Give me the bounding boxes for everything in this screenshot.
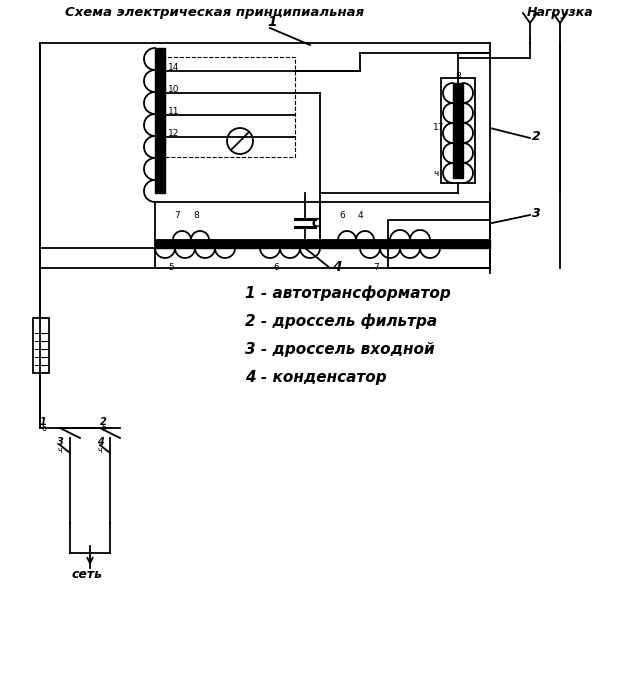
Text: ч: ч: [57, 446, 62, 455]
Text: 1: 1: [267, 15, 277, 29]
Text: 6: 6: [273, 263, 279, 272]
Bar: [441, 78, 475, 183]
Text: 3: 3: [57, 437, 63, 447]
Text: 2: 2: [532, 130, 541, 143]
Text: 8: 8: [455, 72, 461, 81]
Text: 8: 8: [193, 211, 199, 220]
Text: 12: 12: [168, 129, 179, 138]
Text: сеть: сеть: [72, 568, 103, 581]
Text: 1 - автотрансформатор: 1 - автотрансформатор: [245, 285, 451, 301]
Text: ч: ч: [97, 446, 101, 455]
Text: 17: 17: [433, 123, 445, 132]
Bar: [388, 220, 490, 268]
Text: 3 - дроссель входной: 3 - дроссель входной: [245, 342, 435, 357]
Bar: [165, 57, 295, 157]
Text: 5: 5: [168, 263, 174, 272]
Text: 7: 7: [373, 263, 379, 272]
Text: 6: 6: [339, 211, 345, 220]
Text: 4: 4: [358, 211, 364, 220]
Text: б: б: [42, 424, 47, 433]
Text: 3: 3: [532, 207, 541, 220]
Text: 10: 10: [168, 85, 180, 94]
Text: 4: 4: [97, 437, 104, 447]
Bar: [33, 318, 49, 373]
Text: 11: 11: [168, 107, 180, 116]
Text: Нагрузка: Нагрузка: [527, 6, 593, 19]
Text: 2: 2: [100, 417, 107, 427]
Text: 2 - дроссель фильтра: 2 - дроссель фильтра: [245, 313, 437, 329]
Text: 7: 7: [174, 211, 180, 220]
Bar: [155, 202, 320, 240]
Text: б: б: [102, 424, 107, 433]
Text: 4 - конденсатор: 4 - конденсатор: [245, 370, 387, 385]
Text: 1: 1: [40, 417, 47, 427]
Text: 4: 4: [332, 260, 341, 274]
Text: Схема электрическая принципиальная: Схема электрическая принципиальная: [65, 6, 364, 19]
Text: C: C: [312, 217, 321, 230]
Text: 14: 14: [168, 63, 179, 72]
Bar: [320, 202, 490, 240]
Text: ч: ч: [433, 169, 439, 178]
